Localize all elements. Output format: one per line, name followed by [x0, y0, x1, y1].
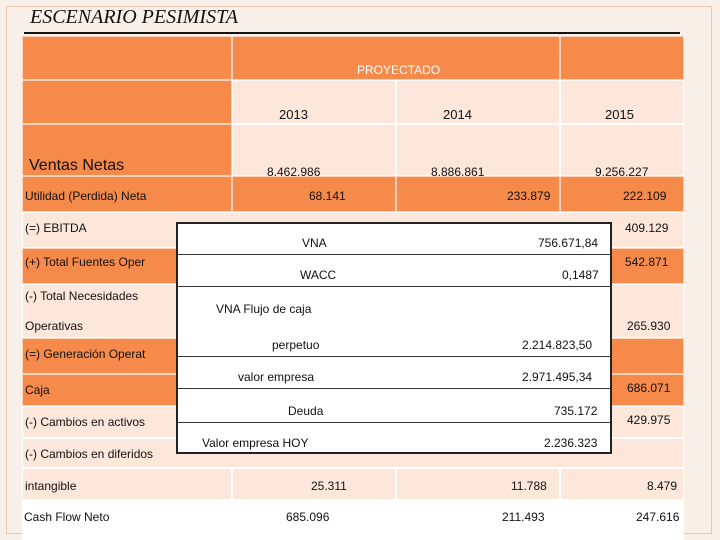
fuentes-2015: 542.871: [625, 255, 669, 269]
header-proyectado: PROYECTADO: [357, 63, 441, 77]
intangible-2014-cell: 11.788: [396, 468, 560, 500]
necesidades-label: (-) Total Necesidades: [25, 289, 139, 303]
ventas-2014-cell: 8.886.861: [396, 124, 560, 179]
valor-hoy-label: Valor empresa HOY: [202, 436, 309, 450]
header-proyectado-cell: PROYECTADO: [232, 36, 560, 80]
valor-empresa-value: 2.971.495,34: [522, 370, 593, 384]
caja-2015: 686.071: [627, 381, 671, 395]
vna-value: 756.671,84: [538, 236, 599, 250]
cashflow-2015-cell: 247.616: [560, 500, 684, 540]
vna-divider: [178, 254, 610, 255]
activos-label: (-) Cambios en activos: [25, 415, 146, 429]
cashflow-label-cell: Cash Flow Neto: [22, 500, 232, 540]
perpetuo-value: 2.214.823,50: [522, 338, 593, 352]
ebitda-2015: 409.129: [625, 221, 669, 235]
cashflow-2013: 685.096: [286, 510, 330, 524]
utilidad-2015-cell: 222.109: [560, 176, 684, 212]
ventas-2014: 8.886.861: [431, 165, 485, 179]
utilidad-2013: 68.141: [309, 189, 346, 203]
activos-2015: 429.975: [627, 413, 671, 427]
ventas-label: Ventas Netas: [29, 157, 125, 174]
wacc-label: WACC: [300, 268, 337, 282]
wacc-value: 0,1487: [562, 268, 599, 282]
valuation-box: VNA 756.671,84 WACC 0,1487 VNA Flujo de …: [176, 222, 612, 454]
year-2013: 2013: [279, 107, 308, 122]
operativas-2015: 265.930: [627, 319, 671, 333]
deuda-divider: [178, 422, 610, 423]
cashflow-2015: 247.616: [636, 510, 680, 524]
title-underline: [24, 32, 680, 34]
year-2015-cell: 2015: [560, 80, 684, 124]
valor-hoy-value: 2.236.323: [544, 436, 598, 450]
deuda-value: 735.172: [554, 404, 598, 418]
ventas-2015: 9.256.227: [595, 165, 649, 179]
slide-title: ESCENARIO PESIMISTA: [30, 6, 238, 28]
header-row2-left: [22, 80, 232, 124]
valor-empresa-label: valor empresa: [238, 370, 315, 384]
valor-empresa-divider: [178, 388, 610, 389]
ebitda-label: (=) EBITDA: [25, 221, 87, 235]
intangible-label: intangible: [25, 479, 77, 493]
ventas-2013-cell: 8.462.986: [232, 124, 396, 179]
intangible-2013-cell: 25.311: [232, 468, 396, 500]
year-2013-cell: 2013: [232, 80, 396, 124]
utilidad-label-cell: Utilidad (Perdida) Neta: [22, 176, 232, 212]
cashflow-2014-cell: 211.493: [396, 500, 560, 540]
utilidad-2014-cell: 233.879: [396, 176, 560, 212]
vna-flujo-label: VNA Flujo de caja: [216, 302, 312, 316]
header-blank-right: [560, 36, 684, 80]
caja-label: Caja: [25, 383, 50, 397]
wacc-divider: [178, 286, 610, 287]
diferidos-label: (-) Cambios en diferidos: [25, 447, 154, 461]
utilidad-2015: 222.109: [623, 189, 667, 203]
intangible-2013: 25.311: [311, 479, 347, 493]
intangible-2015: 8.479: [647, 479, 678, 493]
ventas-2015-cell: 9.256.227: [560, 124, 684, 179]
utilidad-2013-cell: 68.141: [232, 176, 396, 212]
year-2014-cell: 2014: [396, 80, 560, 124]
perpetuo-label: perpetuo: [272, 338, 320, 352]
utilidad-label: Utilidad (Perdida) Neta: [25, 189, 147, 203]
vna-label: VNA: [302, 236, 327, 250]
ventas-label-cell: Ventas Netas: [22, 124, 232, 176]
utilidad-2014: 233.879: [507, 189, 551, 203]
year-2015: 2015: [605, 107, 634, 122]
deuda-label: Deuda: [288, 404, 324, 418]
perpetuo-divider: [178, 356, 610, 357]
header-blank-left: [22, 36, 232, 80]
fuentes-label: (+) Total Fuentes Oper: [25, 255, 146, 269]
intangible-2014: 11.788: [511, 479, 547, 493]
cashflow-2014: 211.493: [502, 510, 545, 524]
ventas-2013: 8.462.986: [267, 165, 321, 179]
cashflow-2013-cell: 685.096: [232, 500, 396, 540]
year-2014: 2014: [443, 107, 472, 122]
generacion-label: (=) Generación Operat: [25, 347, 146, 361]
operativas-label: Operativas: [25, 319, 84, 333]
intangible-2015-cell: 8.479: [560, 468, 684, 500]
cashflow-label: Cash Flow Neto: [24, 510, 110, 524]
intangible-label-cell: intangible: [22, 468, 232, 500]
